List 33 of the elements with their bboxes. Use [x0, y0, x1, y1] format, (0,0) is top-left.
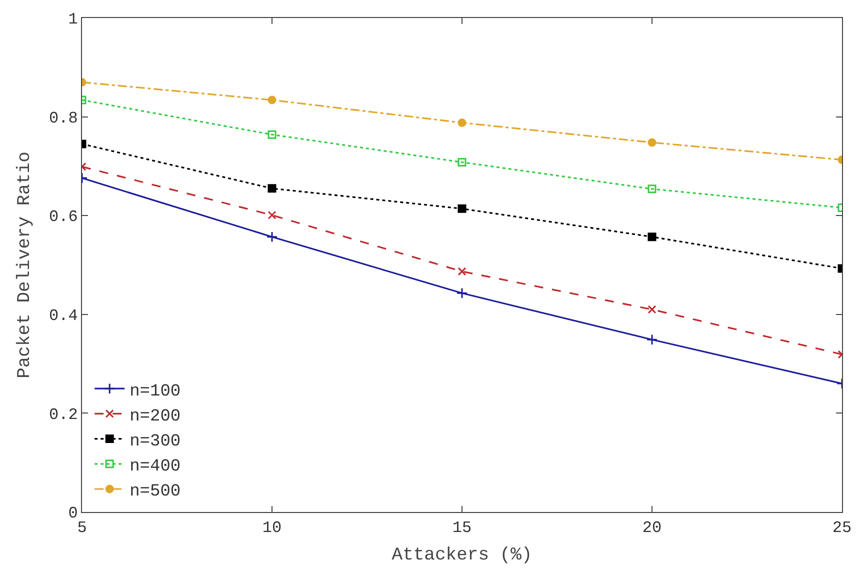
legend-label: n=400	[130, 458, 181, 477]
point	[648, 305, 656, 314]
point	[458, 204, 466, 213]
point	[458, 158, 466, 166]
x-tick-label: 25	[832, 519, 852, 538]
x-axis-title: Attackers (%)	[392, 545, 532, 566]
point	[268, 184, 276, 193]
point	[458, 267, 466, 276]
point	[268, 210, 276, 220]
y-tick-label: 0.8	[48, 109, 78, 128]
x-tick-label: 10	[262, 519, 282, 538]
y-tick-label: 0.4	[48, 307, 78, 325]
point	[648, 138, 656, 147]
y-tick-label: 0.6	[48, 208, 78, 226]
legend-label: n=300	[130, 432, 181, 452]
y-axis-title: Packet Delivery Ratio	[15, 152, 36, 378]
y-tick-label: 0	[68, 504, 78, 523]
point	[646, 334, 658, 346]
point	[458, 118, 466, 127]
point	[268, 130, 276, 139]
point	[266, 231, 278, 242]
x-tick-label: 15	[452, 519, 472, 538]
legend-label: n=500	[130, 482, 181, 502]
point	[648, 184, 656, 194]
point	[456, 288, 468, 299]
legend-label: n=100	[130, 382, 181, 402]
x-tick-label: 20	[642, 519, 662, 538]
point	[648, 232, 656, 242]
legend-label: n=200	[130, 407, 181, 426]
y-tick-label: 1	[68, 10, 78, 29]
x-tick-label: 5	[77, 519, 87, 538]
point	[268, 96, 276, 104]
y-tick-label: 0.2	[48, 406, 78, 424]
